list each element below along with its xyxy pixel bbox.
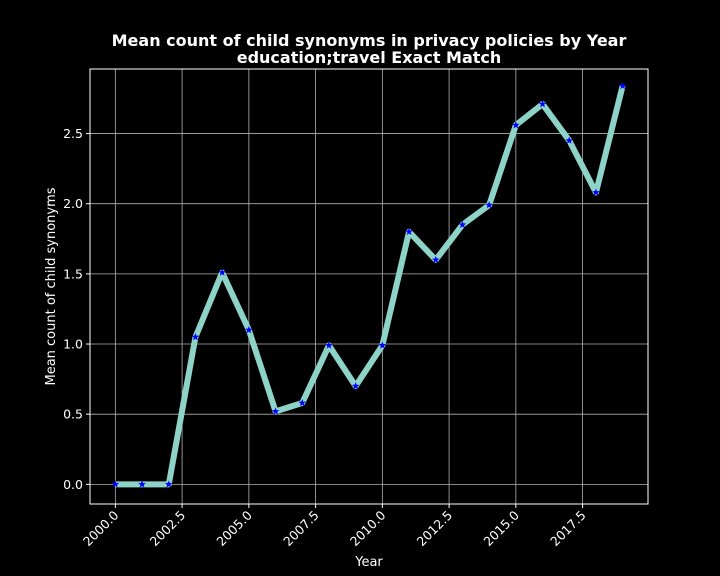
y-tick-label: 0.0 [63, 477, 83, 492]
data-point-marker [164, 480, 173, 488]
y-tick-label: 2.0 [63, 196, 83, 211]
data-point-marker [245, 326, 253, 334]
series-line [115, 85, 626, 488]
y-tick-label: 0.5 [63, 407, 83, 422]
data-point-marker [138, 480, 146, 488]
axes-frame [89, 68, 649, 505]
data-point-marker [378, 341, 387, 349]
data-point-marker [458, 220, 467, 228]
data-point-marker [538, 100, 547, 108]
data-point-marker [618, 81, 627, 90]
data-point-marker [405, 227, 413, 236]
data-point-marker [431, 255, 440, 264]
data-point-marker [191, 333, 200, 341]
y-tick-label: 2.5 [63, 126, 83, 141]
data-point-marker [351, 382, 360, 390]
data-point-marker [111, 480, 120, 488]
y-axis-ticks: 0.0 0.5 1.0 1.5 2.0 2.5 [63, 126, 90, 492]
x-axis-label: Year [354, 555, 383, 570]
y-tick-label: 1.5 [63, 266, 83, 281]
y-tick-label: 1.0 [63, 337, 83, 352]
data-point-marker [298, 398, 307, 407]
data-point-marker [325, 341, 333, 349]
y-axis-label: Mean count of child synonyms [44, 187, 59, 385]
chart-title-line-2: education;travel Exact Match [237, 48, 502, 67]
chart-title-line-1: Mean count of child synonyms in privacy … [112, 31, 627, 50]
data-point-marker [218, 268, 226, 276]
data-point-marker [565, 136, 574, 144]
series-group [111, 81, 627, 488]
grid-lines [90, 69, 648, 504]
data-point-marker [485, 201, 493, 209]
data-point-marker [592, 188, 600, 196]
data-point-marker [512, 121, 520, 129]
data-point-marker [271, 407, 280, 415]
